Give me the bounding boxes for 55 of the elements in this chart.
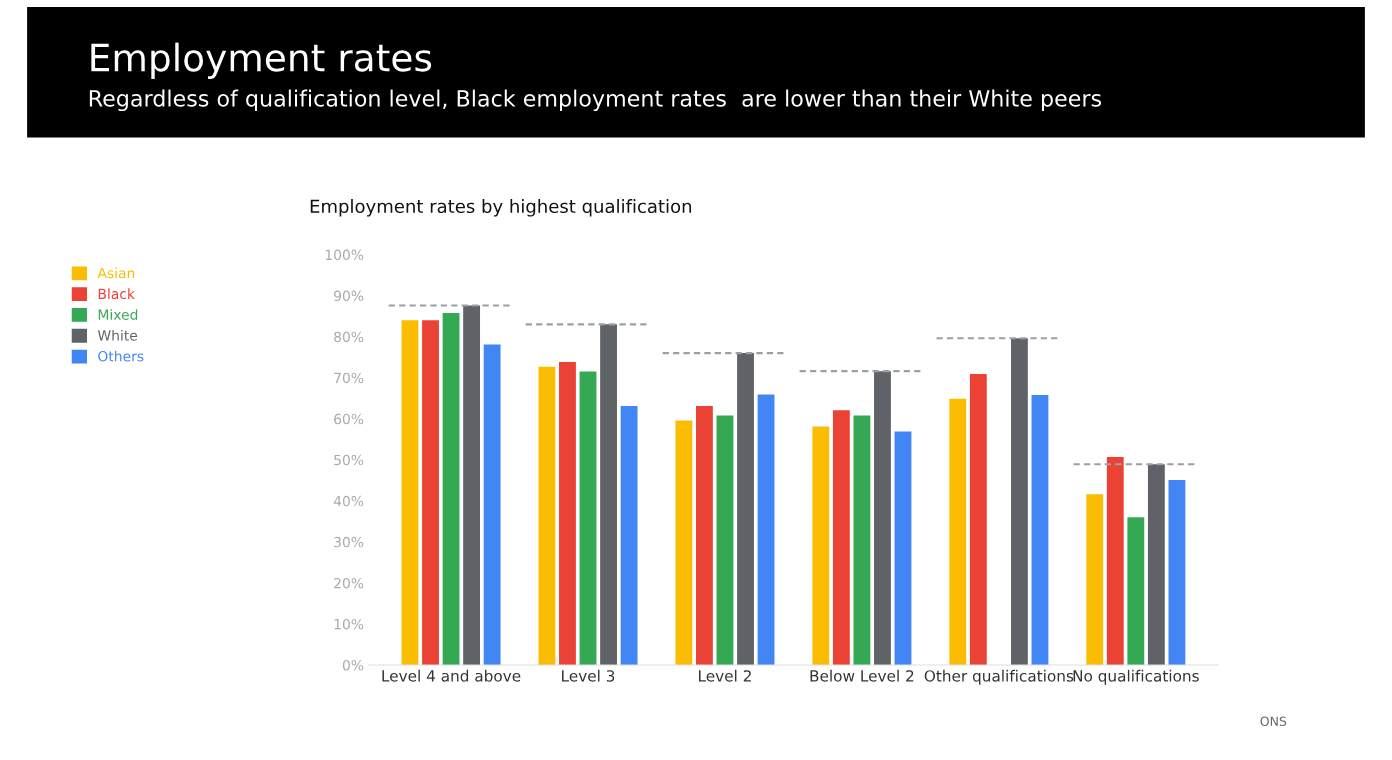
bar [716,415,734,665]
bar [483,344,501,665]
legend-label: Black [98,288,135,300]
bar [1010,338,1028,665]
legend-label: Mixed [98,309,138,320]
y-tick-label: 50% [334,454,364,466]
bar [969,374,987,665]
bar [949,398,967,665]
bar [1127,517,1145,665]
x-tick-label: Other qualifications [924,669,1074,685]
bar [696,406,713,665]
legend-label: Asian [97,267,135,279]
y-tick-label: 0% [342,659,364,671]
x-tick-label: No qualifications [1073,669,1199,685]
text: Employment rates by highest qualification [310,199,692,217]
y-tick-label: 80% [334,331,364,343]
bar [538,366,556,665]
x-tick-label: Level 3 [562,669,615,682]
y-tick-label: 100% [325,249,364,261]
bar [1168,479,1186,665]
bar [1031,394,1049,665]
bar [620,406,638,665]
bar [832,410,850,665]
y-tick-label: 60% [334,413,364,425]
y-tick-label: 30% [334,536,364,548]
bar [757,394,775,665]
chart-subtitle: Regardless of qualification level, Black employment rates are lower than their White peers [89,89,1102,112]
x-tick-label: Level 4 and above [382,669,521,682]
bar [894,431,912,665]
y-tick-label: 70% [334,372,364,384]
y-tick-label: 20% [334,577,364,589]
y-tick-label: 10% [334,618,364,630]
bar [1147,464,1165,665]
bar [853,415,871,665]
legend-label: White [97,329,138,341]
x-tick-label: Below Level 2 [810,669,914,682]
bar [579,371,597,665]
bar [442,312,460,665]
text: ONS [1260,716,1287,726]
bar [463,305,481,665]
legend-label: Others [98,350,144,362]
bar [812,426,830,665]
bar [559,362,576,665]
chart-title: Employment rates [91,42,432,79]
y-tick-label: 40% [333,495,364,507]
bar [737,353,754,665]
y-tick-label: 90% [334,290,364,302]
bar [401,320,419,665]
bar [1106,456,1124,665]
bar [675,420,693,665]
bar [422,320,439,665]
bar [600,324,617,665]
x-tick-label: Level 2 [699,669,751,682]
bar [1086,494,1104,665]
bar [874,371,891,665]
